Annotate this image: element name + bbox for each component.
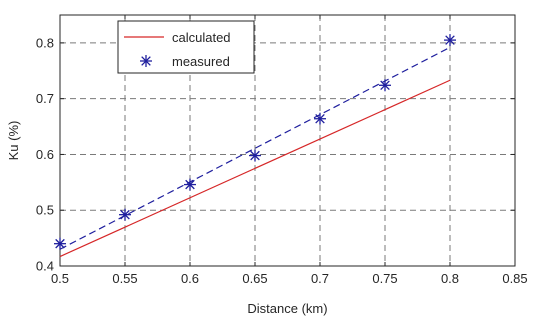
y-tick-label: 0.4 <box>36 259 54 274</box>
data-point-measured <box>184 178 196 191</box>
tick-labels: 0.5 0.55 0.6 0.65 0.7 0.75 0.8 0.850.40.50.60.7… <box>36 35 528 286</box>
y-tick-label: 0.8 <box>36 35 54 50</box>
star-stroke <box>55 238 65 249</box>
star-stroke <box>380 80 390 91</box>
star-stroke <box>185 179 195 190</box>
data-point-measured <box>249 149 261 162</box>
y-tick-label: 0.6 <box>36 147 54 162</box>
x-tick-label: 0.85 <box>502 271 527 286</box>
x-axis-label: Distance (km) <box>247 301 327 316</box>
legend-label-measured: measured <box>172 54 230 69</box>
axis-ticks <box>59 15 516 267</box>
legend-box <box>117 20 255 74</box>
x-tick-label: 0.7 <box>311 271 329 286</box>
y-tick-label: 0.5 <box>36 203 54 218</box>
star-stroke <box>141 56 151 66</box>
legend-swatch-measured <box>140 55 152 67</box>
star-stroke <box>445 35 455 45</box>
legend-label-calculated: calculated <box>172 30 231 45</box>
x-tick-label: 0.5 <box>51 271 69 286</box>
data-point-measured <box>119 208 131 221</box>
star-stroke <box>315 113 325 124</box>
star-stroke <box>250 150 260 161</box>
data-point-measured <box>444 34 456 47</box>
y-tick-label: 0.7 <box>36 91 54 106</box>
data-point-measured <box>314 112 326 125</box>
legend-star-marker <box>140 55 152 67</box>
x-tick-label: 0.8 <box>441 271 459 286</box>
x-tick-label: 0.75 <box>372 271 397 286</box>
data-point-measured <box>379 79 391 92</box>
x-tick-label: 0.65 <box>242 271 267 286</box>
y-axis-label: Ku (%) <box>6 121 21 161</box>
x-tick-label: 0.6 <box>181 271 199 286</box>
series-calculated-line <box>59 79 451 258</box>
x-tick-label: 0.55 <box>112 271 137 286</box>
star-stroke <box>120 209 130 220</box>
series-layer <box>54 34 456 258</box>
data-point-measured <box>54 237 66 250</box>
legend: calculated measured <box>117 20 255 74</box>
